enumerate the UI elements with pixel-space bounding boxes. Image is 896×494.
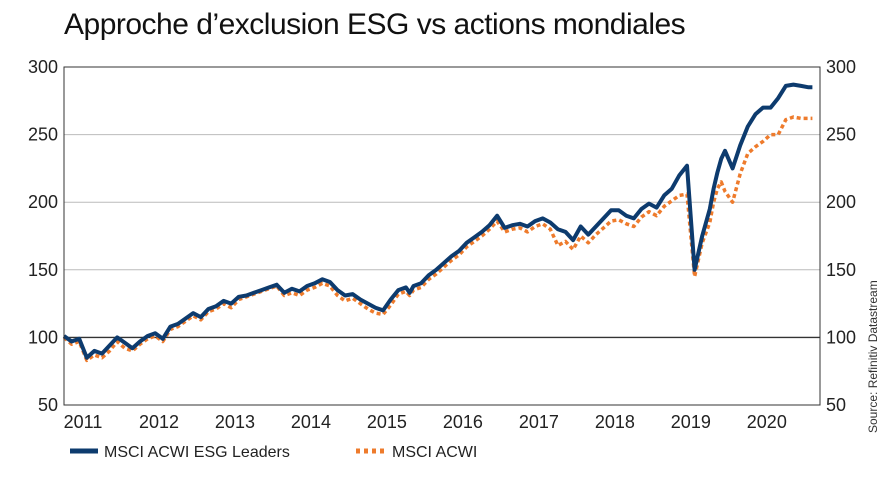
grid-lines [64, 134, 820, 339]
legend: MSCI ACWI ESG Leaders MSCI ACWI [70, 444, 477, 461]
y-tick-label-left: 250 [28, 125, 58, 145]
y-tick-label-right: 100 [826, 327, 856, 347]
y-tick-label-left: 100 [28, 327, 58, 347]
x-tick-label: 2017 [519, 412, 559, 432]
y-tick-label-right: 200 [826, 192, 856, 212]
x-tick-label: 2019 [671, 412, 711, 432]
x-tick-label: 2014 [291, 412, 331, 432]
legend-label-acwi: MSCI ACWI [392, 444, 477, 461]
x-tick-label: 2015 [367, 412, 407, 432]
y-tick-label-right: 300 [826, 57, 856, 77]
x-tick-label: 2016 [443, 412, 483, 432]
y-axis-right: 50 100 150 200 250 300 [826, 57, 856, 415]
y-tick-label-left: 200 [28, 192, 58, 212]
chart-title: Approche d’exclusion ESG vs actions mond… [64, 8, 686, 41]
legend-label-esg: MSCI ACWI ESG Leaders [104, 444, 290, 461]
x-axis: 2011 2012 2013 2014 2015 2016 2017 2018 2019 2020 [64, 412, 787, 432]
series-lines [62, 82, 813, 363]
x-tick-label: 2012 [139, 412, 179, 432]
y-tick-label-right: 50 [826, 395, 846, 415]
y-tick-label-left: 150 [28, 260, 58, 280]
y-tick-label-left: 50 [38, 395, 58, 415]
y-tick-label-right: 150 [826, 260, 856, 280]
source-note: Source: Refinitiv Datastream [866, 280, 880, 433]
x-tick-label: 2011 [64, 412, 103, 432]
y-axis-left: 50 100 150 200 250 300 [28, 57, 58, 415]
x-tick-label: 2020 [747, 412, 787, 432]
plot-frame [63, 66, 821, 406]
y-tick-label-right: 250 [826, 125, 856, 145]
x-tick-label: 2013 [215, 412, 255, 432]
y-tick-label-left: 300 [28, 57, 58, 77]
series-line-esg-leaders [62, 82, 813, 360]
x-tick-label: 2018 [595, 412, 635, 432]
